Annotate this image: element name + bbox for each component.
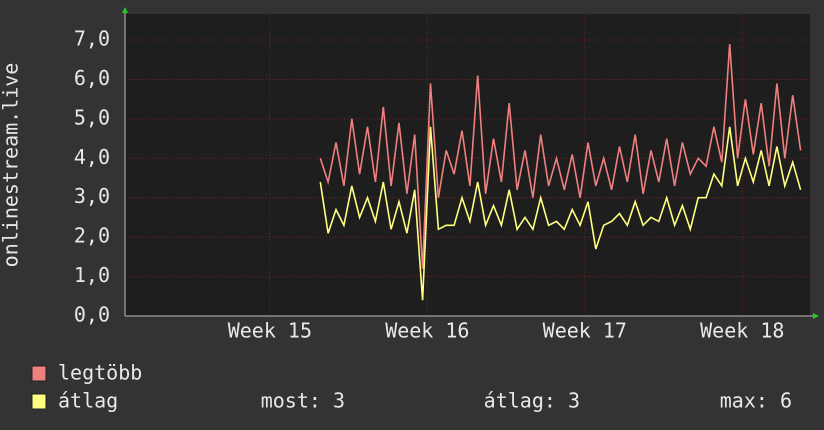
y-tick-label: 6,0	[74, 66, 110, 90]
x-tick-label: Week 15	[228, 319, 312, 343]
y-axis-label: onlinestream.live	[0, 63, 23, 268]
series-line	[319, 126, 802, 301]
series-line	[319, 43, 802, 269]
legend-swatch	[31, 365, 47, 382]
x-tick-label: Week 16	[385, 319, 469, 343]
y-tick-label: 2,0	[74, 224, 110, 248]
axis-arrow	[122, 7, 128, 13]
x-tick-label: Week 17	[543, 319, 627, 343]
legend-label: legtöbb	[58, 361, 142, 385]
y-tick-label: 3,0	[74, 184, 110, 208]
axis-arrow	[813, 313, 819, 319]
stat-label: max: 6	[720, 389, 792, 413]
y-tick-label: 4,0	[74, 145, 110, 169]
y-tick-label: 1,0	[74, 263, 110, 287]
stat-label: átlag: 3	[484, 389, 580, 413]
x-tick-label: Week 18	[700, 319, 784, 343]
legend-swatch	[31, 393, 47, 410]
legend-label: átlag	[58, 389, 118, 413]
stat-label: most: 3	[261, 389, 345, 413]
y-tick-label: 7,0	[74, 27, 110, 51]
y-tick-label: 0,0	[74, 303, 110, 327]
y-tick-label: 5,0	[74, 105, 110, 129]
